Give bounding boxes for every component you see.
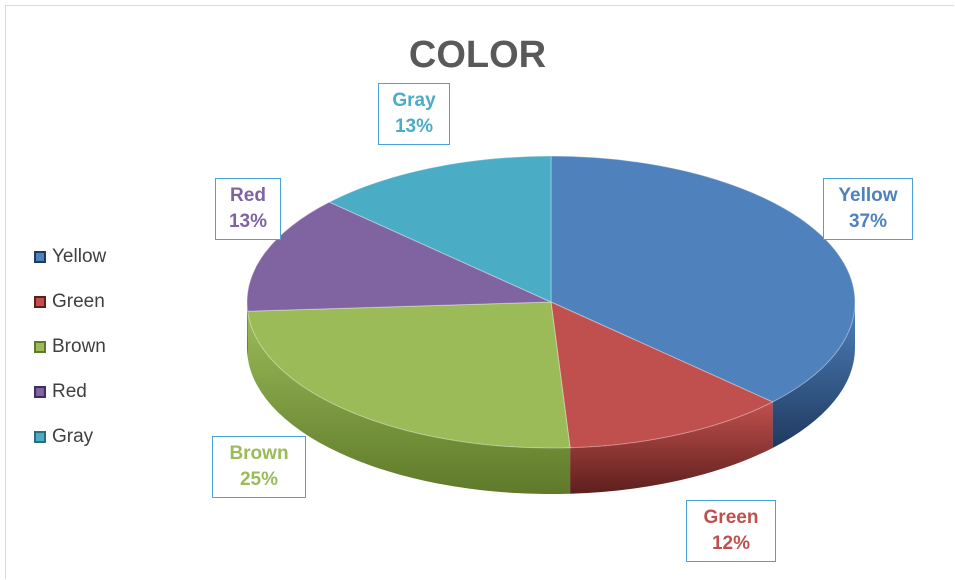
legend-swatch-icon: [34, 430, 46, 443]
pie-slice-red: [246, 201, 552, 312]
data-label-name: Brown: [229, 443, 289, 464]
chart-title: COLOR: [408, 34, 547, 76]
data-label-green: Green 12%: [686, 500, 776, 562]
legend-swatch-icon: [34, 340, 46, 353]
pie-side-brown: [247, 311, 571, 495]
legend-label: Brown: [52, 335, 106, 357]
legend-item-gray: Gray: [34, 414, 106, 459]
chart-area: [5, 5, 954, 579]
pie-side-yellow: [772, 302, 855, 448]
data-label-percent: 12%: [711, 533, 751, 554]
pie-side-red: [247, 302, 248, 358]
data-label-brown: Brown 25%: [212, 436, 306, 498]
pie-slice-gray: [328, 155, 552, 303]
legend-swatch-icon: [34, 385, 46, 398]
legend-item-yellow: Yellow: [34, 234, 106, 279]
legend-label: Yellow: [52, 245, 107, 267]
legend-item-brown: Brown: [34, 324, 106, 369]
legend: Yellow Green Brown Red Gray: [34, 234, 106, 459]
legend-swatch-icon: [34, 250, 46, 263]
data-label-name: Yellow: [838, 185, 898, 206]
data-label-name: Gray: [392, 90, 436, 111]
data-label-percent: 37%: [848, 211, 888, 232]
data-label-yellow: Yellow 37%: [823, 178, 913, 240]
legend-item-green: Green: [34, 279, 106, 324]
data-label-percent: 13%: [394, 116, 434, 137]
data-label-name: Green: [703, 507, 759, 528]
data-label-red: Red 13%: [215, 178, 281, 240]
data-label-name: Red: [230, 185, 266, 206]
legend-item-red: Red: [34, 369, 106, 414]
data-label-gray: Gray 13%: [378, 83, 450, 145]
pie-side-green: [570, 401, 773, 494]
pie-slice-yellow: [550, 155, 856, 403]
legend-label: Gray: [52, 425, 94, 447]
legend-label: Red: [52, 380, 87, 402]
pie-slice-green: [550, 301, 774, 449]
pie-slice-brown: [247, 301, 571, 449]
data-label-percent: 13%: [228, 211, 268, 232]
legend-label: Green: [52, 290, 105, 312]
data-label-percent: 25%: [239, 469, 279, 490]
legend-swatch-icon: [34, 295, 46, 308]
